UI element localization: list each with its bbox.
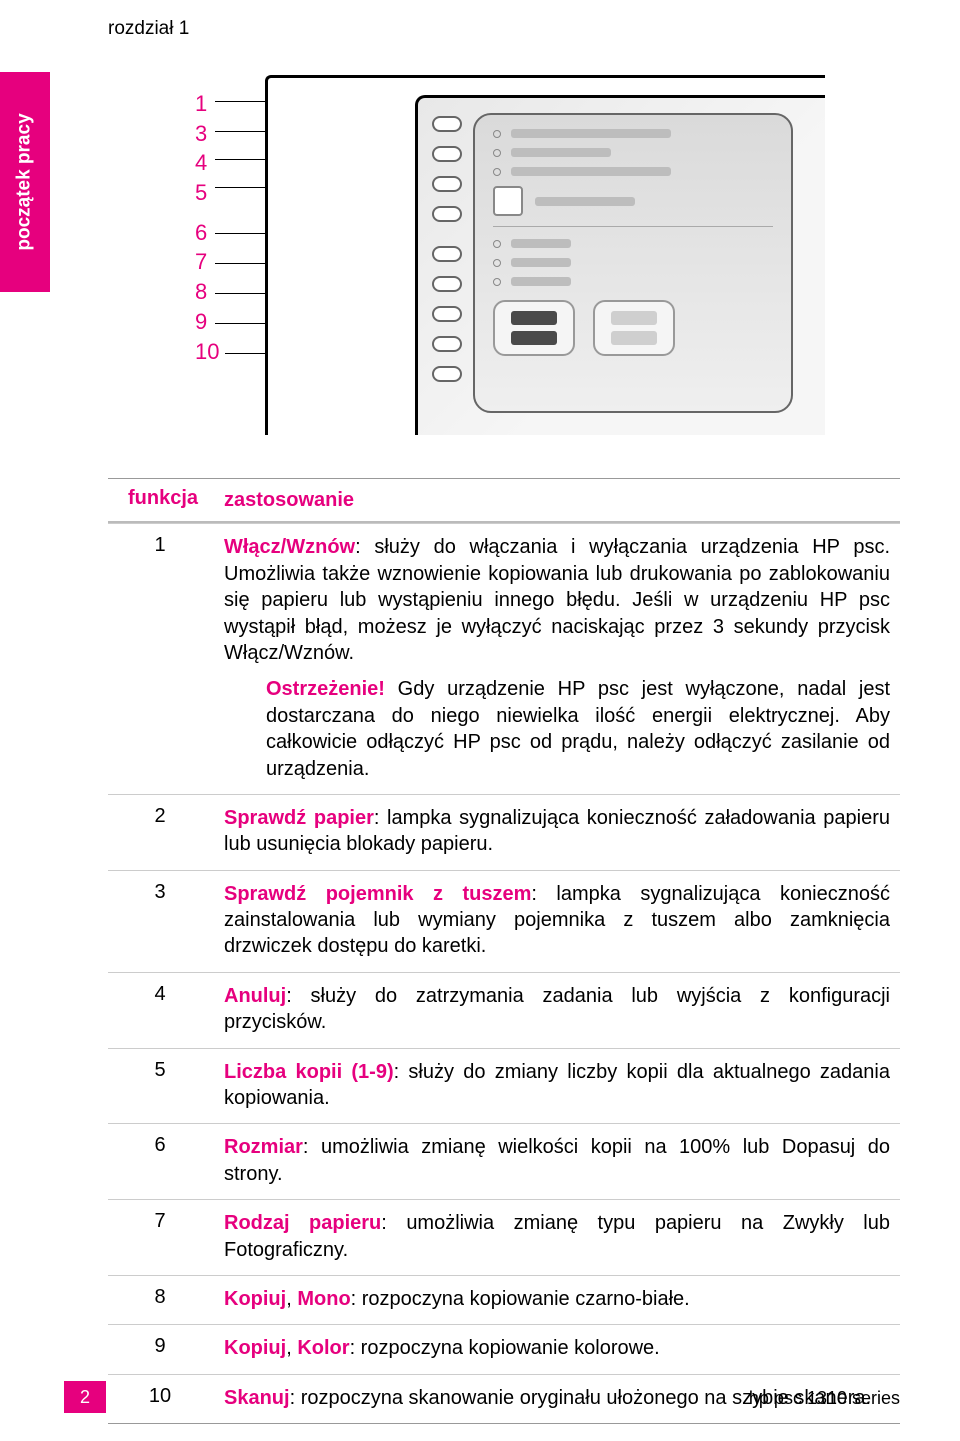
row-number: 6 bbox=[108, 1124, 218, 1199]
side-tab-label: początek pracy bbox=[14, 113, 36, 250]
row-number: 9 bbox=[108, 1325, 218, 1373]
row-desc: Rozmiar: umożliwia zmianę wielkości kopi… bbox=[218, 1124, 900, 1199]
device-button bbox=[432, 176, 462, 192]
side-tab: początek pracy bbox=[0, 72, 50, 292]
device-button bbox=[432, 306, 462, 322]
term: Rodzaj papieru bbox=[224, 1212, 381, 1234]
chapter-label: rozdział 1 bbox=[108, 18, 189, 40]
row-desc: Włącz/Wznów: służy do włączania i wyłącz… bbox=[218, 524, 900, 794]
row-number: 2 bbox=[108, 795, 218, 870]
table-row: 9 Kopiuj, Kolor: rozpoczyna kopiowanie k… bbox=[108, 1324, 900, 1373]
table-row: 8 Kopiuj, Mono: rozpoczyna kopiowanie cz… bbox=[108, 1275, 900, 1324]
device-icon bbox=[493, 300, 575, 356]
warning-label: Ostrzeżenie! bbox=[266, 678, 385, 700]
callout-number: 10 bbox=[195, 337, 219, 367]
table-row: 4 Anuluj: służy do zatrzymania zadania l… bbox=[108, 972, 900, 1048]
term: Kopiuj bbox=[224, 1337, 286, 1359]
callout-number: 8 bbox=[195, 277, 219, 307]
device-button bbox=[432, 116, 462, 132]
row-desc: Kopiuj, Kolor: rozpoczyna kopiowanie kol… bbox=[218, 1325, 900, 1373]
row-desc: Sprawdź papier: lampka sygnalizująca kon… bbox=[218, 795, 900, 870]
row-number: 4 bbox=[108, 973, 218, 1048]
device-buttons-column bbox=[432, 116, 462, 382]
row-number: 1 bbox=[108, 524, 218, 794]
callout-number: 3 bbox=[195, 119, 219, 149]
row-desc: Anuluj: służy do zatrzymania zadania lub… bbox=[218, 973, 900, 1048]
term: Sprawdź pojemnik z tuszem bbox=[224, 883, 531, 905]
row-desc: Kopiuj, Mono: rozpoczyna kopiowanie czar… bbox=[218, 1276, 900, 1324]
callout-number: 4 bbox=[195, 148, 219, 178]
table-row: 1 Włącz/Wznów: służy do włączania i wyłą… bbox=[108, 523, 900, 794]
row-desc: Liczba kopii (1-9): służy do zmiany licz… bbox=[218, 1049, 900, 1124]
device-button bbox=[432, 246, 462, 262]
term: Kolor bbox=[297, 1337, 349, 1359]
device-outline bbox=[265, 75, 825, 435]
term: Liczba kopii (1-9) bbox=[224, 1061, 394, 1083]
device-button bbox=[432, 366, 462, 382]
term: Włącz/Wznów bbox=[224, 536, 355, 558]
row-number: 7 bbox=[108, 1200, 218, 1275]
row-number: 8 bbox=[108, 1276, 218, 1324]
row-number: 3 bbox=[108, 871, 218, 972]
row-desc: Rodzaj papieru: umożliwia zmianę typu pa… bbox=[218, 1200, 900, 1275]
callout-number: 1 bbox=[195, 89, 219, 119]
device-button bbox=[432, 276, 462, 292]
term: Skanuj bbox=[224, 1387, 290, 1409]
device-button bbox=[432, 336, 462, 352]
device-icon bbox=[593, 300, 675, 356]
device-button bbox=[432, 146, 462, 162]
table-row: 5 Liczba kopii (1-9): służy do zmiany li… bbox=[108, 1048, 900, 1124]
callout-number: 9 bbox=[195, 307, 219, 337]
term: Sprawdź papier bbox=[224, 807, 374, 829]
footer-series: hp psc 1310 series bbox=[749, 1388, 900, 1409]
row-number: 5 bbox=[108, 1049, 218, 1124]
table-row: 6 Rozmiar: umożliwia zmianę wielkości ko… bbox=[108, 1123, 900, 1199]
functions-table: funkcja zastosowanie 1 Włącz/Wznów: służ… bbox=[108, 478, 900, 1424]
term: Kopiuj bbox=[224, 1288, 286, 1310]
table-header: funkcja bbox=[108, 479, 218, 521]
row-desc: Sprawdź pojemnik z tuszem: lampka sygnal… bbox=[218, 871, 900, 972]
device-panel bbox=[415, 95, 825, 435]
table-header: zastosowanie bbox=[218, 479, 900, 521]
device-button bbox=[432, 206, 462, 222]
device-diagram: 1 3 4 5 6 7 8 9 10 2 bbox=[195, 75, 855, 455]
device-screen bbox=[473, 113, 793, 413]
table-row: 7 Rodzaj papieru: umożliwia zmianę typu … bbox=[108, 1199, 900, 1275]
page-number-badge: 2 bbox=[64, 1381, 106, 1413]
callout-number: 5 bbox=[195, 178, 219, 208]
term: Mono bbox=[297, 1288, 350, 1310]
table-row: 2 Sprawdź papier: lampka sygnalizująca k… bbox=[108, 794, 900, 870]
row-number: 10 bbox=[108, 1375, 218, 1423]
table-header-row: funkcja zastosowanie bbox=[108, 479, 900, 523]
term: Anuluj bbox=[224, 985, 286, 1007]
term: Rozmiar bbox=[224, 1136, 303, 1158]
table-row: 3 Sprawdź pojemnik z tuszem: lampka sygn… bbox=[108, 870, 900, 972]
